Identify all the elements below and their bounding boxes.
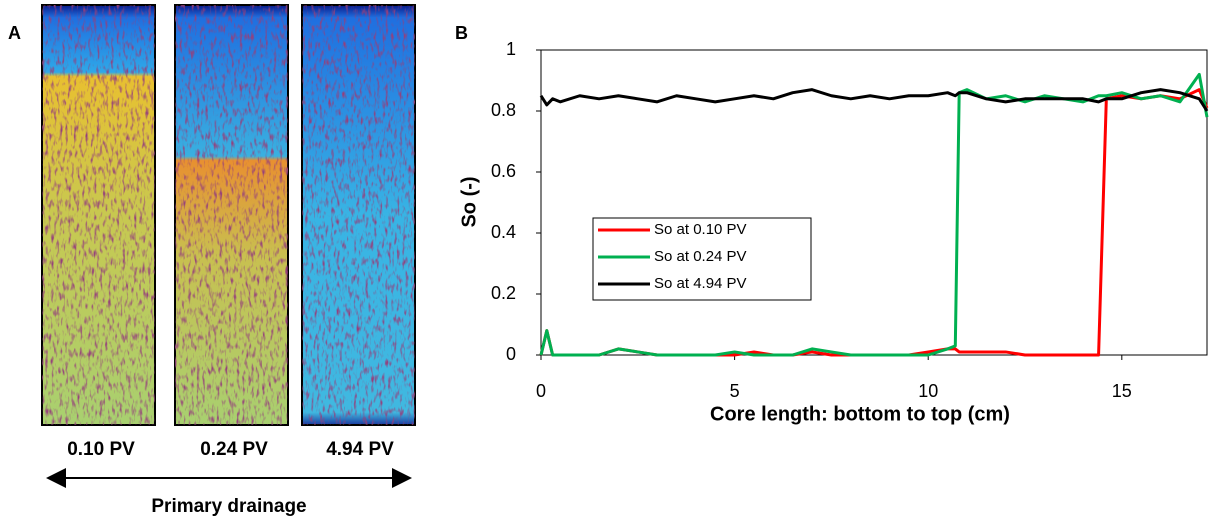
x-tick-label: 5: [730, 381, 740, 401]
image-texture: [302, 5, 415, 425]
y-axis-title: So (-): [458, 176, 480, 227]
legend-label: So at 4.94 PV: [654, 275, 747, 292]
y-tick-label: 0: [506, 344, 516, 364]
image-label: 4.94 PV: [326, 439, 394, 460]
panel-b: B So (-) Core length: bottom to top (cm)…: [455, 23, 1209, 425]
y-tick-label: 0.6: [491, 161, 516, 181]
legend-label: So at 0.10 PV: [654, 221, 747, 238]
image-label: 0.24 PV: [200, 439, 268, 460]
caption: Primary drainage: [151, 496, 306, 517]
image-label: 0.10 PV: [67, 439, 135, 460]
panel-label: B: [455, 23, 468, 43]
y-tick-label: 1: [506, 39, 516, 59]
x-tick-label: 15: [1112, 381, 1132, 401]
series-line: [539, 72, 1209, 357]
x-tick-label: 10: [918, 381, 938, 401]
legend-box: [592, 217, 812, 301]
image-texture: [175, 5, 288, 425]
y-tick-label: 0.8: [491, 100, 516, 120]
x-tick-label: 0: [536, 381, 546, 401]
panel-label: A: [8, 23, 21, 43]
y-tick-label: 0.2: [491, 283, 516, 303]
image-texture: [42, 5, 155, 425]
y-tick-label: 0.4: [491, 222, 516, 242]
panel-a: A 0.10 PV 0.24 PV 4.94 PV Primary draina…: [8, 4, 416, 517]
legend-label: So at 0.24 PV: [654, 248, 747, 265]
x-axis-title: Core length: bottom to top (cm): [710, 403, 1010, 425]
series-line: [539, 88, 1209, 112]
